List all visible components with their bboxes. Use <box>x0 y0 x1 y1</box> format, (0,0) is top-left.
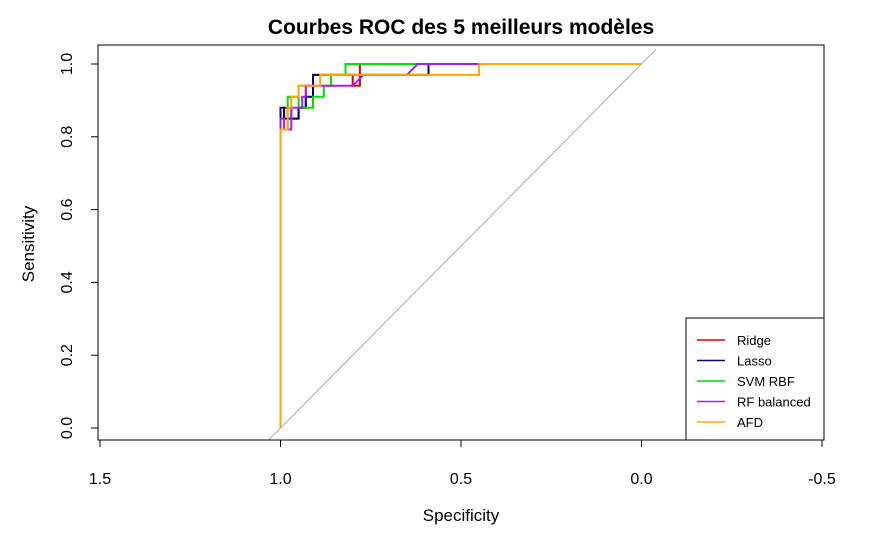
series-lines <box>279 63 642 428</box>
y-axis: 0.0 0.2 0.4 0.6 0.8 1.0 <box>59 53 99 439</box>
x-axis: 1.5 1.0 0.5 0.0 -0.5 <box>89 439 836 488</box>
legend-label: Ridge <box>737 333 771 348</box>
x-axis-label: Specificity <box>423 506 500 525</box>
legend-label: Lasso <box>737 354 772 369</box>
y-tick-label: 0.4 <box>59 271 76 293</box>
legend-box <box>685 317 825 441</box>
x-tick-label: 1.0 <box>269 471 291 488</box>
y-tick-label: 0.0 <box>59 417 76 439</box>
x-tick-label: -0.5 <box>808 471 836 488</box>
reference-diagonal-line <box>267 49 657 440</box>
legend-label: AFD <box>737 415 763 430</box>
legend: Ridge Lasso SVM RBF RF balanced AFD <box>685 317 825 441</box>
y-tick-label: 1.0 <box>59 53 76 75</box>
series-line-afd <box>279 63 642 428</box>
y-tick-label: 0.6 <box>59 198 76 220</box>
legend-label: SVM RBF <box>737 374 795 389</box>
chart-title: Courbes ROC des 5 meilleurs modèles <box>268 16 654 39</box>
x-tick-label: 1.5 <box>89 471 111 488</box>
y-axis-label: Sensitivity <box>19 205 38 282</box>
legend-label: RF balanced <box>737 395 811 410</box>
y-tick-label: 0.2 <box>59 344 76 366</box>
x-tick-label: 0.5 <box>450 471 472 488</box>
y-tick-label: 0.8 <box>59 126 76 148</box>
x-tick-label: 0.0 <box>630 471 652 488</box>
reference-line-group <box>267 49 657 440</box>
